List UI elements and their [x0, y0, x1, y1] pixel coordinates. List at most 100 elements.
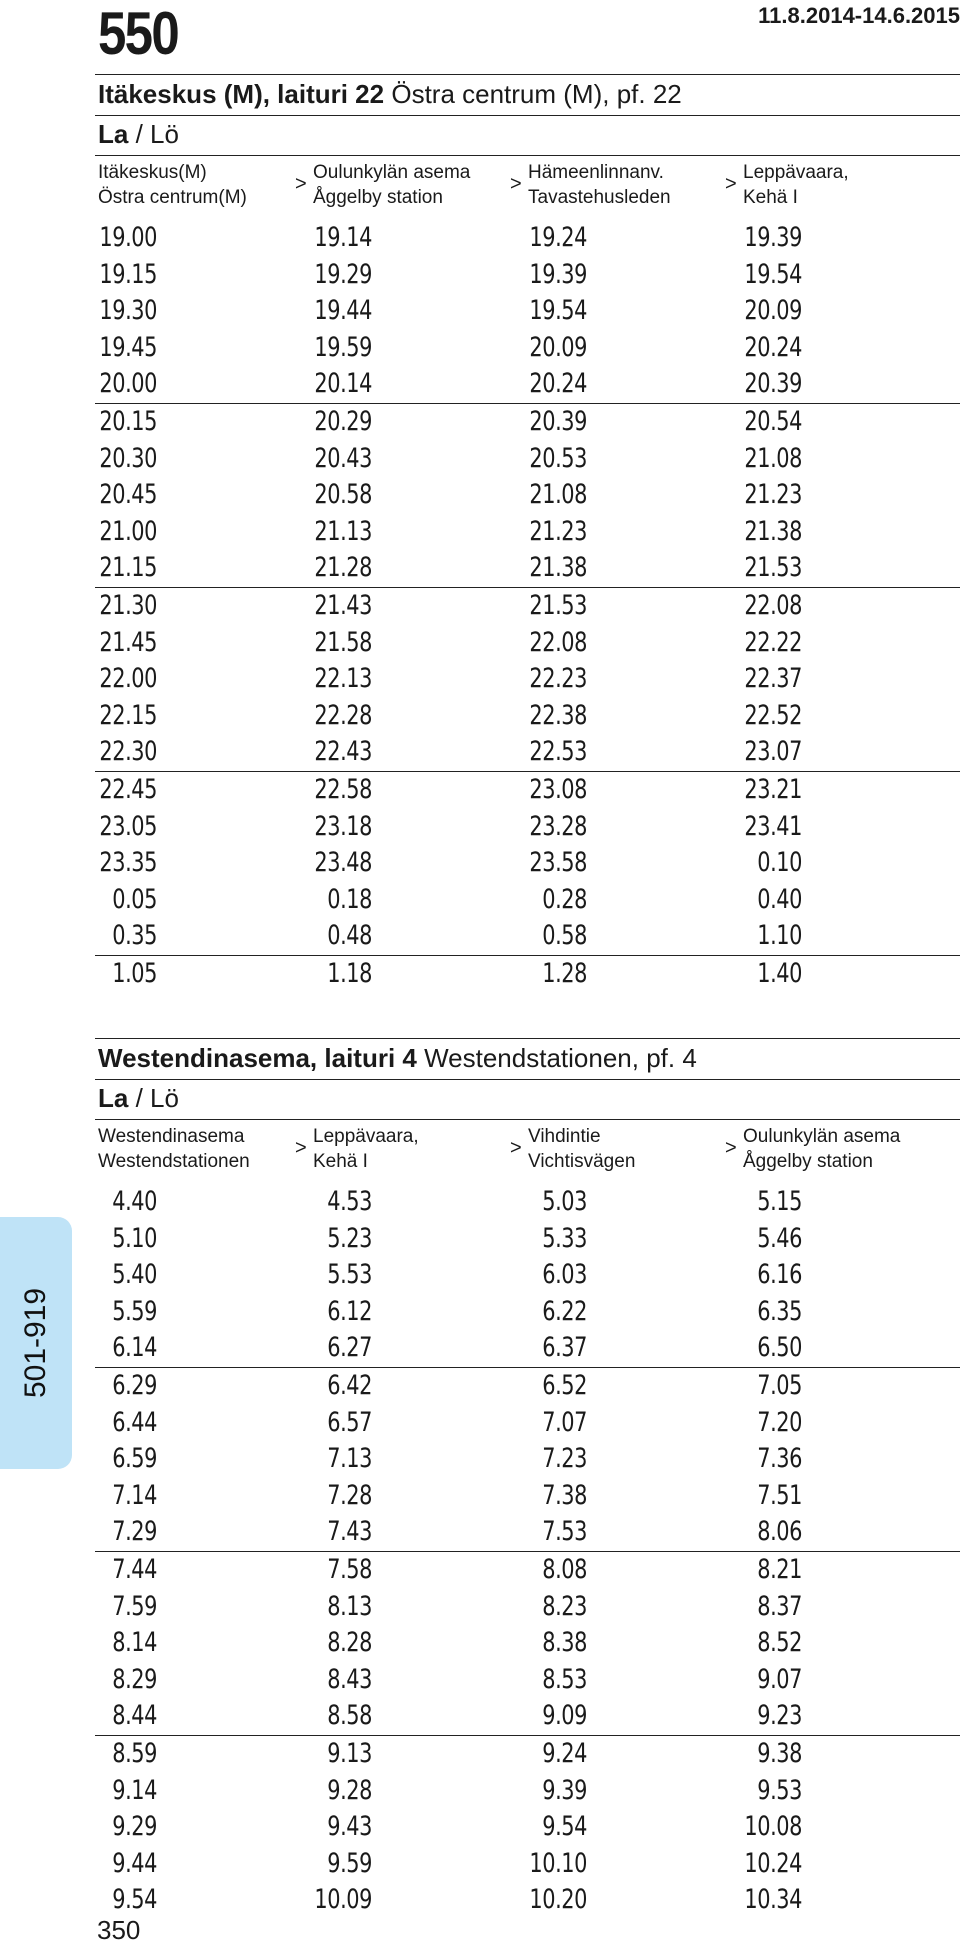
- departure-time: 9.23: [757, 1700, 802, 1732]
- column-header-fi: Westendinasema: [98, 1126, 245, 1147]
- departure-time: 9.53: [757, 1774, 802, 1806]
- departure-time: 23.28: [529, 810, 587, 842]
- arrow-icon: >: [725, 1137, 737, 1159]
- departure-time: 0.05: [112, 883, 157, 915]
- departure-time: 23.35: [99, 847, 157, 879]
- table-row: 6.59 7.13 7.23 7.36: [95, 1441, 960, 1478]
- departure-time: 21.53: [744, 552, 802, 584]
- departure-time: 6.16: [757, 1259, 802, 1291]
- column-headers: Itäkeskus(M) Östra centrum(M) > Oulunkylä…: [95, 160, 960, 216]
- departure-time: 23.08: [529, 773, 587, 805]
- departure-time: 6.50: [757, 1332, 802, 1364]
- departure-time: 22.00: [99, 663, 157, 695]
- day-sv: Lö: [150, 119, 179, 149]
- column-header: Oulunkylän asema Åggelby station: [313, 160, 470, 210]
- departure-time: 23.05: [99, 810, 157, 842]
- departure-time: 20.45: [99, 479, 157, 511]
- column-header: Oulunkylän asema Åggelby station: [743, 1124, 900, 1174]
- table-row: 0.35 0.48 0.58 1.10: [95, 918, 960, 956]
- departure-time: 20.24: [744, 331, 802, 363]
- departure-time: 7.29: [112, 1516, 157, 1548]
- departure-time: 10.08: [744, 1811, 802, 1843]
- departure-time: 0.58: [542, 920, 587, 952]
- departure-time: 8.21: [757, 1553, 802, 1585]
- table-row: 22.30 22.43 22.53 23.07: [95, 734, 960, 772]
- day-label: La / Lö: [98, 119, 179, 149]
- table-row: 9.54 10.09 10.20 10.34: [95, 1882, 960, 1919]
- departure-time: 1.05: [112, 957, 157, 989]
- departure-time: 9.07: [757, 1663, 802, 1695]
- departure-time: 9.54: [542, 1811, 587, 1843]
- departure-time: 4.53: [327, 1186, 372, 1217]
- departure-time: 6.37: [542, 1332, 587, 1364]
- column-headers: Westendinasema Westendstationen > Leppäva…: [95, 1124, 960, 1180]
- table-row: 20.15 20.29 20.39 20.54: [95, 404, 960, 441]
- departure-time: 6.59: [112, 1443, 157, 1475]
- departure-time: 21.08: [744, 442, 802, 474]
- departure-time: 9.09: [542, 1700, 587, 1732]
- departure-time: 20.09: [529, 331, 587, 363]
- departure-time: 1.40: [757, 957, 802, 989]
- departure-time: 22.15: [99, 699, 157, 731]
- departure-time: 5.33: [542, 1222, 587, 1254]
- departure-time: 7.51: [757, 1479, 802, 1511]
- departure-time: 22.58: [314, 773, 372, 805]
- departure-time: 5.59: [112, 1295, 157, 1327]
- departure-time: 9.14: [112, 1774, 157, 1806]
- day-rule: [95, 1119, 960, 1120]
- departure-time: 0.10: [757, 847, 802, 879]
- table-row: 4.40 4.53 5.03 5.15: [95, 1184, 960, 1221]
- table-row: 20.00 20.14 20.24 20.39: [95, 366, 960, 404]
- column-header: Hämeenlinnanv. Tavastehusleden: [528, 160, 671, 210]
- departure-time: 5.53: [327, 1259, 372, 1291]
- arrow-icon: >: [295, 1137, 307, 1159]
- column-header-fi: Oulunkylän asema: [743, 1126, 901, 1147]
- departure-time: 10.34: [744, 1884, 802, 1916]
- departure-time: 8.44: [112, 1700, 157, 1732]
- departure-time: 22.23: [529, 663, 587, 695]
- departure-time: 9.59: [327, 1847, 372, 1879]
- timetable-section-westendinasema: Westendinasema, laituri 4 Westendstation…: [95, 1036, 960, 1916]
- departure-time: 19.30: [99, 295, 157, 327]
- table-row: 9.44 9.59 10.10 10.24: [95, 1846, 960, 1883]
- departure-time: 21.15: [99, 552, 157, 584]
- departure-time: 20.54: [744, 405, 802, 437]
- departure-time: 6.12: [327, 1295, 372, 1327]
- departure-time: 7.58: [327, 1553, 372, 1585]
- departure-time: 8.06: [757, 1516, 802, 1548]
- table-row: 5.10 5.23 5.33 5.46: [95, 1221, 960, 1258]
- departure-time: 7.44: [112, 1553, 157, 1585]
- table-row: 5.59 6.12 6.22 6.35: [95, 1294, 960, 1331]
- departure-time: 19.39: [744, 222, 802, 253]
- departure-time: 22.45: [99, 773, 157, 805]
- column-header: Westendinasema Westendstationen: [98, 1124, 250, 1174]
- departure-time: 0.18: [327, 883, 372, 915]
- departure-time: 6.29: [112, 1369, 157, 1401]
- table-row: 9.29 9.43 9.54 10.08: [95, 1809, 960, 1846]
- departure-time: 21.38: [744, 515, 802, 547]
- departure-time: 21.45: [99, 626, 157, 658]
- departure-time: 22.30: [99, 736, 157, 768]
- departure-time: 23.18: [314, 810, 372, 842]
- departure-time: 8.43: [327, 1663, 372, 1695]
- column-header-fi: Leppävaara,: [313, 1126, 419, 1147]
- departure-time: 7.05: [757, 1369, 802, 1401]
- departure-time: 9.38: [757, 1737, 802, 1769]
- title-rule: [95, 115, 960, 116]
- departure-time: 5.15: [757, 1186, 802, 1217]
- day-label: La / Lö: [98, 1083, 179, 1113]
- departure-time: 23.58: [529, 847, 587, 879]
- departure-time: 10.10: [529, 1847, 587, 1879]
- stop-title: Itäkeskus (M), laituri 22 Östra centrum …: [98, 78, 682, 110]
- stop-name-fi: Itäkeskus (M), laituri 22: [98, 79, 385, 109]
- route-range-tab: 501-919: [0, 1217, 72, 1469]
- departure-time: 23.48: [314, 847, 372, 879]
- day-fi: La: [98, 119, 129, 149]
- departure-time: 7.28: [327, 1479, 372, 1511]
- column-header-sv: Åggelby station: [313, 187, 443, 208]
- departure-time: 10.09: [314, 1884, 372, 1916]
- table-row: 21.45 21.58 22.08 22.22: [95, 625, 960, 662]
- departure-time: 5.10: [112, 1222, 157, 1254]
- table-row: 23.05 23.18 23.28 23.41: [95, 809, 960, 846]
- table-row: 23.35 23.48 23.58 0.10: [95, 845, 960, 882]
